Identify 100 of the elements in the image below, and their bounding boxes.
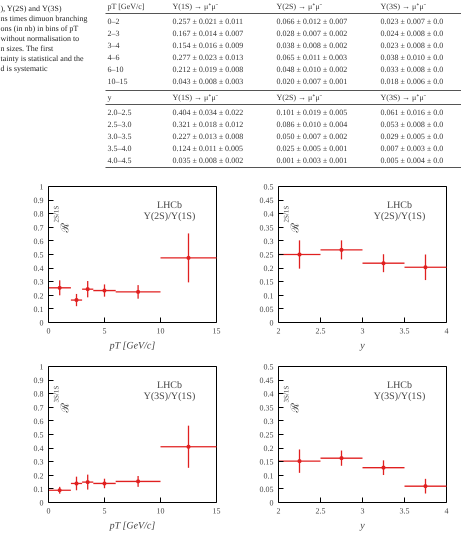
text: d is systematic [0, 64, 48, 73]
x-tick-label: 5 [102, 506, 106, 516]
y-tick-label: 0.45 [260, 376, 274, 386]
text: 0.025 ± 0.005 ± 0.001 [276, 144, 348, 153]
y-tick-label: 0.3 [34, 278, 44, 287]
text: 0.154 ± 0.016 ± 0.009 [172, 41, 244, 50]
text: 0.053 ± 0.008 ± 0.0 [380, 120, 444, 129]
text: Υ(3S) → μ⁺μ⁻ [380, 2, 427, 11]
text: 0.043 ± 0.008 ± 0.003 [172, 77, 244, 86]
text: 0.124 ± 0.011 ± 0.005 [172, 144, 243, 153]
y-tick-label: 0 [40, 318, 44, 328]
point [340, 248, 344, 252]
y-tick-label: 0.2 [34, 291, 44, 300]
point [424, 484, 428, 488]
annotation: LHCb [386, 380, 412, 392]
text: Υ(1S) → μ⁺μ⁻ [172, 93, 219, 102]
y-tick-label: 0.35 [260, 223, 274, 232]
y-tick-label: 0.6 [34, 416, 44, 426]
y-tick-label: 0 [270, 318, 274, 328]
x-tick-label: 2.5 [316, 506, 326, 516]
text: 0.020 ± 0.007 ± 0.001 [276, 77, 348, 86]
point [382, 466, 386, 470]
text: Υ(3S) → μ⁺μ⁻ [380, 93, 427, 102]
y-tick-label: 0.1 [34, 484, 44, 494]
x-tick-label: 5 [102, 326, 106, 336]
x-axis-title: y [359, 520, 366, 532]
x-tick-label: 4 [444, 506, 448, 516]
y-tick-label: 0.25 [260, 430, 274, 440]
y-tick-label: 0.15 [260, 278, 274, 287]
text: 10–15 [108, 77, 128, 86]
point [136, 290, 140, 294]
text: 0.061 ± 0.016 ± 0.0 [380, 108, 444, 117]
text: 3.0–3.5 [108, 132, 132, 141]
x-tick-label: 4 [444, 326, 448, 336]
y-tick-label: 0.7 [34, 403, 44, 412]
x-tick-label: 3.5 [400, 326, 410, 336]
y-tick-label: 0.4 [34, 444, 44, 454]
annotation: LHCb [156, 380, 182, 392]
y-tick-label: 0.9 [34, 376, 44, 386]
text: 2.0–2.5 [108, 108, 132, 117]
text: 3–4 [108, 41, 120, 50]
text: Υ(2S) → μ⁺μ⁻ [276, 2, 323, 11]
x-tick-label: 3 [360, 326, 364, 336]
x-tick-label: 10 [156, 506, 164, 516]
text: 0.086 ± 0.010 ± 0.004 [276, 120, 348, 129]
point [424, 265, 428, 270]
text: 0.038 ± 0.008 ± 0.002 [276, 41, 348, 50]
point [58, 286, 62, 290]
y-tick-label: 0.1 [264, 471, 274, 480]
text: 0.028 ± 0.007 ± 0.002 [276, 29, 348, 38]
x-axis-title: y [359, 340, 366, 352]
text: 0.167 ± 0.014 ± 0.007 [172, 29, 244, 38]
text: 0.212 ± 0.019 ± 0.008 [172, 65, 244, 74]
text: 2–3 [108, 29, 120, 38]
text: 0.101 ± 0.019 ± 0.005 [276, 108, 348, 117]
x-tick-label: 15 [212, 506, 220, 516]
x-tick-label: 2 [276, 326, 280, 336]
y-tick-label: 0.2 [264, 264, 274, 274]
x-tick-label: 2.5 [316, 326, 326, 336]
y-tick-label: 0.3 [264, 236, 274, 246]
y-tick-label: 0.8 [34, 390, 44, 399]
text: 0.024 ± 0.008 ± 0.0 [380, 29, 444, 38]
text: 0.321 ± 0.018 ± 0.012 [172, 120, 244, 129]
y-tick-label: 0.4 [34, 264, 44, 274]
y-tick-label: 0.2 [264, 444, 274, 454]
text: 0.023 ± 0.007 ± 0.0 [380, 17, 444, 26]
y-tick-label: 0.1 [264, 291, 274, 300]
text: 0.007 ± 0.003 ± 0.0 [380, 144, 444, 153]
x-tick-label: 3.5 [400, 506, 410, 516]
x-axis-title: pT [GeV/c] [108, 340, 156, 352]
y-tick-label: 0 [270, 498, 274, 508]
text: 0.035 ± 0.008 ± 0.002 [172, 156, 244, 165]
y-tick-label: 0.5 [264, 362, 274, 372]
text: pT [GeV/c] [108, 2, 144, 11]
point [86, 480, 90, 484]
text: 3.5–4.0 [108, 144, 132, 153]
text: 0.227 ± 0.013 ± 0.008 [172, 132, 244, 141]
y-tick-label: 0.5 [264, 182, 274, 192]
text: 4–6 [108, 53, 120, 62]
annotation: LHCb [156, 200, 182, 212]
text: 4.0–4.5 [108, 156, 132, 165]
y-tick-label: 0.1 [34, 304, 44, 314]
text: 0.066 ± 0.012 ± 0.007 [276, 17, 348, 26]
x-tick-label: 15 [212, 326, 220, 336]
text: 2.5–3.0 [108, 120, 132, 129]
text: 0.001 ± 0.003 ± 0.001 [276, 156, 348, 165]
y-tick-label: 0.35 [260, 403, 274, 412]
text: 0.257 ± 0.021 ± 0.011 [172, 17, 243, 26]
text: without normalisation to [0, 34, 80, 43]
text: 0.038 ± 0.010 ± 0.0 [380, 53, 444, 62]
text: 0.048 ± 0.010 ± 0.002 [276, 65, 348, 74]
point [298, 459, 302, 464]
text: Υ(2S) → μ⁺μ⁻ [276, 93, 323, 102]
y-tick-label: 0.5 [34, 250, 44, 260]
text: ons (in nb) in bins of pT [0, 24, 78, 33]
y-tick-label: 0.4 [264, 210, 274, 219]
y-tick-label: 0.5 [34, 430, 44, 440]
y-tick-label: 0.05 [260, 304, 274, 314]
y-tick-label: 0.3 [34, 458, 44, 467]
text: 0.029 ± 0.005 ± 0.0 [380, 132, 444, 141]
